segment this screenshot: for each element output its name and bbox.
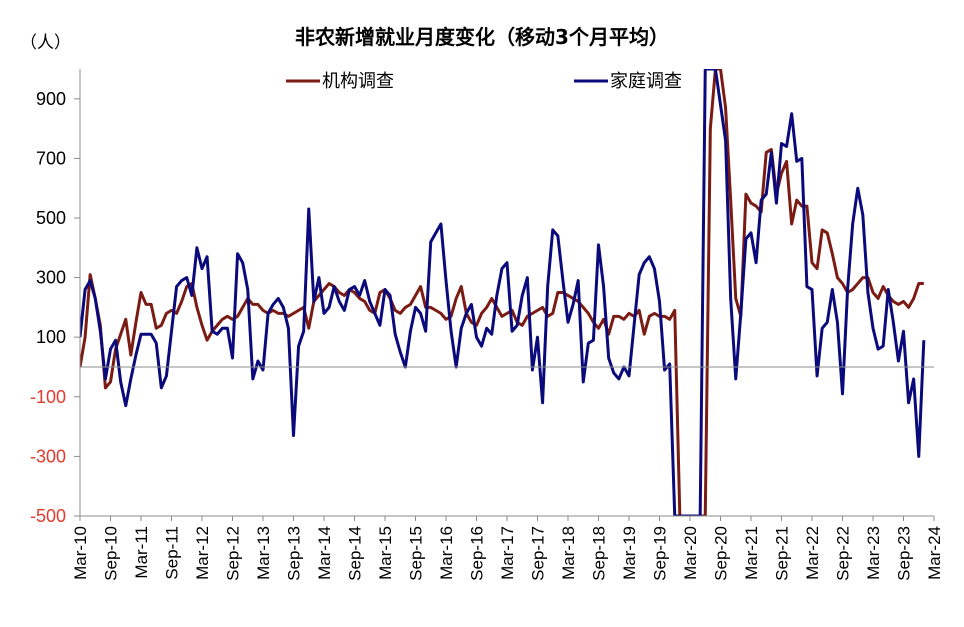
- y-tick-label: 100: [36, 327, 66, 347]
- x-tick-label: Mar-22: [803, 526, 822, 580]
- x-tick-label: Mar-13: [254, 526, 273, 580]
- x-tick-label: Sep-15: [407, 526, 426, 581]
- x-tick-label: Mar-17: [498, 526, 517, 580]
- x-tick-label: Sep-11: [163, 526, 182, 580]
- x-tick-label: Mar-10: [71, 526, 90, 580]
- x-tick-label: Mar-21: [742, 526, 761, 580]
- y-tick-label: 900: [36, 89, 66, 109]
- x-tick-label: Sep-22: [834, 526, 853, 581]
- y-tick-label: -300: [30, 446, 66, 466]
- y-tick-label: -500: [30, 506, 66, 526]
- legend: 机构调查 家庭调查: [286, 71, 682, 92]
- chart-title: 非农新增就业月度变化（移动3个月平均）: [295, 25, 669, 49]
- x-tick-label: Mar-18: [559, 526, 578, 580]
- x-tick-label: Sep-13: [285, 526, 304, 581]
- x-tick-label: Mar-19: [620, 526, 639, 580]
- y-tick-label: 300: [36, 268, 66, 288]
- x-tick-label: Sep-17: [529, 526, 548, 581]
- x-tick-label: Mar-11: [132, 526, 151, 579]
- x-tick-label: Sep-12: [224, 526, 243, 581]
- x-tick-label: Sep-18: [590, 526, 609, 581]
- x-tick-label: Mar-16: [437, 526, 456, 580]
- plot-layer: [80, 69, 926, 516]
- legend-label: 家庭调查: [610, 71, 682, 92]
- legend-label: 机构调查: [322, 71, 394, 92]
- x-tick-label: Mar-12: [193, 526, 212, 580]
- series-line-household: [80, 69, 926, 516]
- series-line-establishment: [80, 69, 924, 516]
- y-tick-label: 700: [36, 148, 66, 168]
- x-tick-label: Sep-10: [102, 526, 121, 581]
- x-tick-label: Sep-19: [651, 526, 670, 581]
- x-tick-label: Sep-20: [712, 526, 731, 581]
- x-tick-label: Mar-24: [925, 526, 944, 580]
- axis-layer: 900 700 500 300 100 -100 -300 -500 Mar-10 Sep-10 M…: [30, 69, 944, 581]
- x-tick-label: Sep-23: [895, 526, 914, 581]
- x-tick-label: Mar-15: [376, 526, 395, 580]
- x-tick-label: Mar-23: [864, 526, 883, 580]
- x-tick-label: Mar-20: [681, 526, 700, 580]
- y-tick-label: 500: [36, 208, 66, 228]
- x-tick-label: Sep-14: [346, 526, 365, 581]
- y-axis-unit-label: （人）: [20, 33, 71, 53]
- y-tick-label: -100: [30, 387, 66, 407]
- x-tick-label: Sep-16: [468, 526, 487, 581]
- x-tick-label: Mar-14: [315, 526, 334, 580]
- x-tick-label: Sep-21: [773, 526, 792, 581]
